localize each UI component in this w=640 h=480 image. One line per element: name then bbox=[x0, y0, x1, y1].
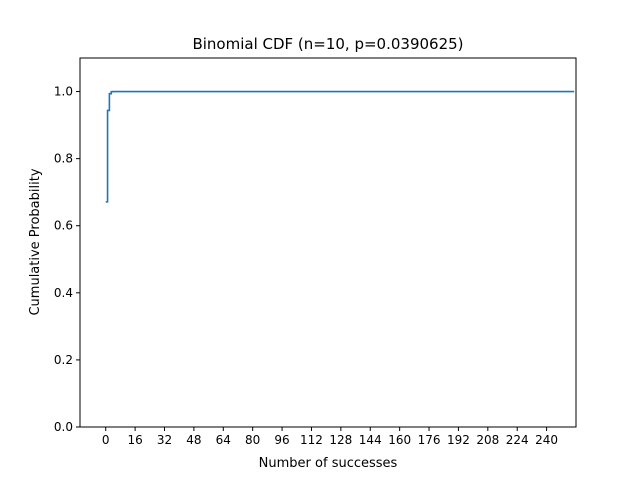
x-tick-label: 160 bbox=[388, 433, 411, 447]
x-tick-label: 112 bbox=[300, 433, 323, 447]
x-tick-label: 64 bbox=[216, 433, 231, 447]
y-axis-label: Cumulative Probability bbox=[28, 168, 43, 315]
y-axis-ticks: 0.0 0.2 0.4 0.6 0.8 1.0 bbox=[54, 85, 80, 434]
x-tick-label: 96 bbox=[274, 433, 289, 447]
x-tick-label: 192 bbox=[447, 433, 470, 447]
plot-marks bbox=[105, 90, 575, 203]
x-axis-label: Number of successes bbox=[259, 456, 398, 471]
y-tick-label: 0.0 bbox=[54, 420, 73, 434]
x-tick-label: 240 bbox=[535, 433, 558, 447]
x-tick-label: 144 bbox=[359, 433, 382, 447]
x-tick-label: 224 bbox=[506, 433, 529, 447]
y-tick-label: 1.0 bbox=[54, 85, 73, 99]
x-tick-label: 16 bbox=[127, 433, 142, 447]
x-tick-label: 0 bbox=[102, 433, 110, 447]
x-tick-label: 48 bbox=[186, 433, 201, 447]
cdf-step-line bbox=[105, 90, 575, 203]
y-tick-label: 0.6 bbox=[54, 219, 73, 233]
x-tick-label: 208 bbox=[476, 433, 499, 447]
x-tick-label: 128 bbox=[329, 433, 352, 447]
axes-frame bbox=[79, 57, 577, 428]
x-axis-ticks: 0 16 32 48 64 80 96 112 128 144 160 176 192 208 224 240 bbox=[102, 427, 558, 447]
x-tick-label: 176 bbox=[418, 433, 441, 447]
chart-title: Binomial CDF (n=10, p=0.0390625) bbox=[192, 35, 463, 53]
y-tick-label: 0.4 bbox=[54, 286, 73, 300]
x-tick-label: 32 bbox=[157, 433, 172, 447]
x-tick-label: 80 bbox=[245, 433, 260, 447]
y-tick-label: 0.8 bbox=[54, 152, 73, 166]
y-tick-label: 0.2 bbox=[54, 353, 73, 367]
